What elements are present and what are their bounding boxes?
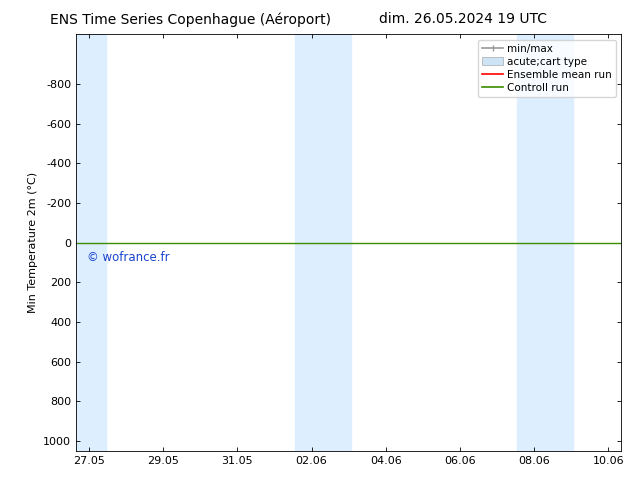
Text: © wofrance.fr: © wofrance.fr (87, 250, 170, 264)
Bar (295, 34, 351, 451)
Text: dim. 26.05.2024 19 UTC: dim. 26.05.2024 19 UTC (379, 12, 547, 26)
Bar (76, 34, 106, 451)
Text: ENS Time Series Copenhague (Aéroport): ENS Time Series Copenhague (Aéroport) (49, 12, 331, 27)
Bar (517, 34, 573, 451)
Legend: min/max, acute;cart type, Ensemble mean run, Controll run: min/max, acute;cart type, Ensemble mean … (478, 40, 616, 97)
Y-axis label: Min Temperature 2m (°C): Min Temperature 2m (°C) (28, 172, 37, 313)
